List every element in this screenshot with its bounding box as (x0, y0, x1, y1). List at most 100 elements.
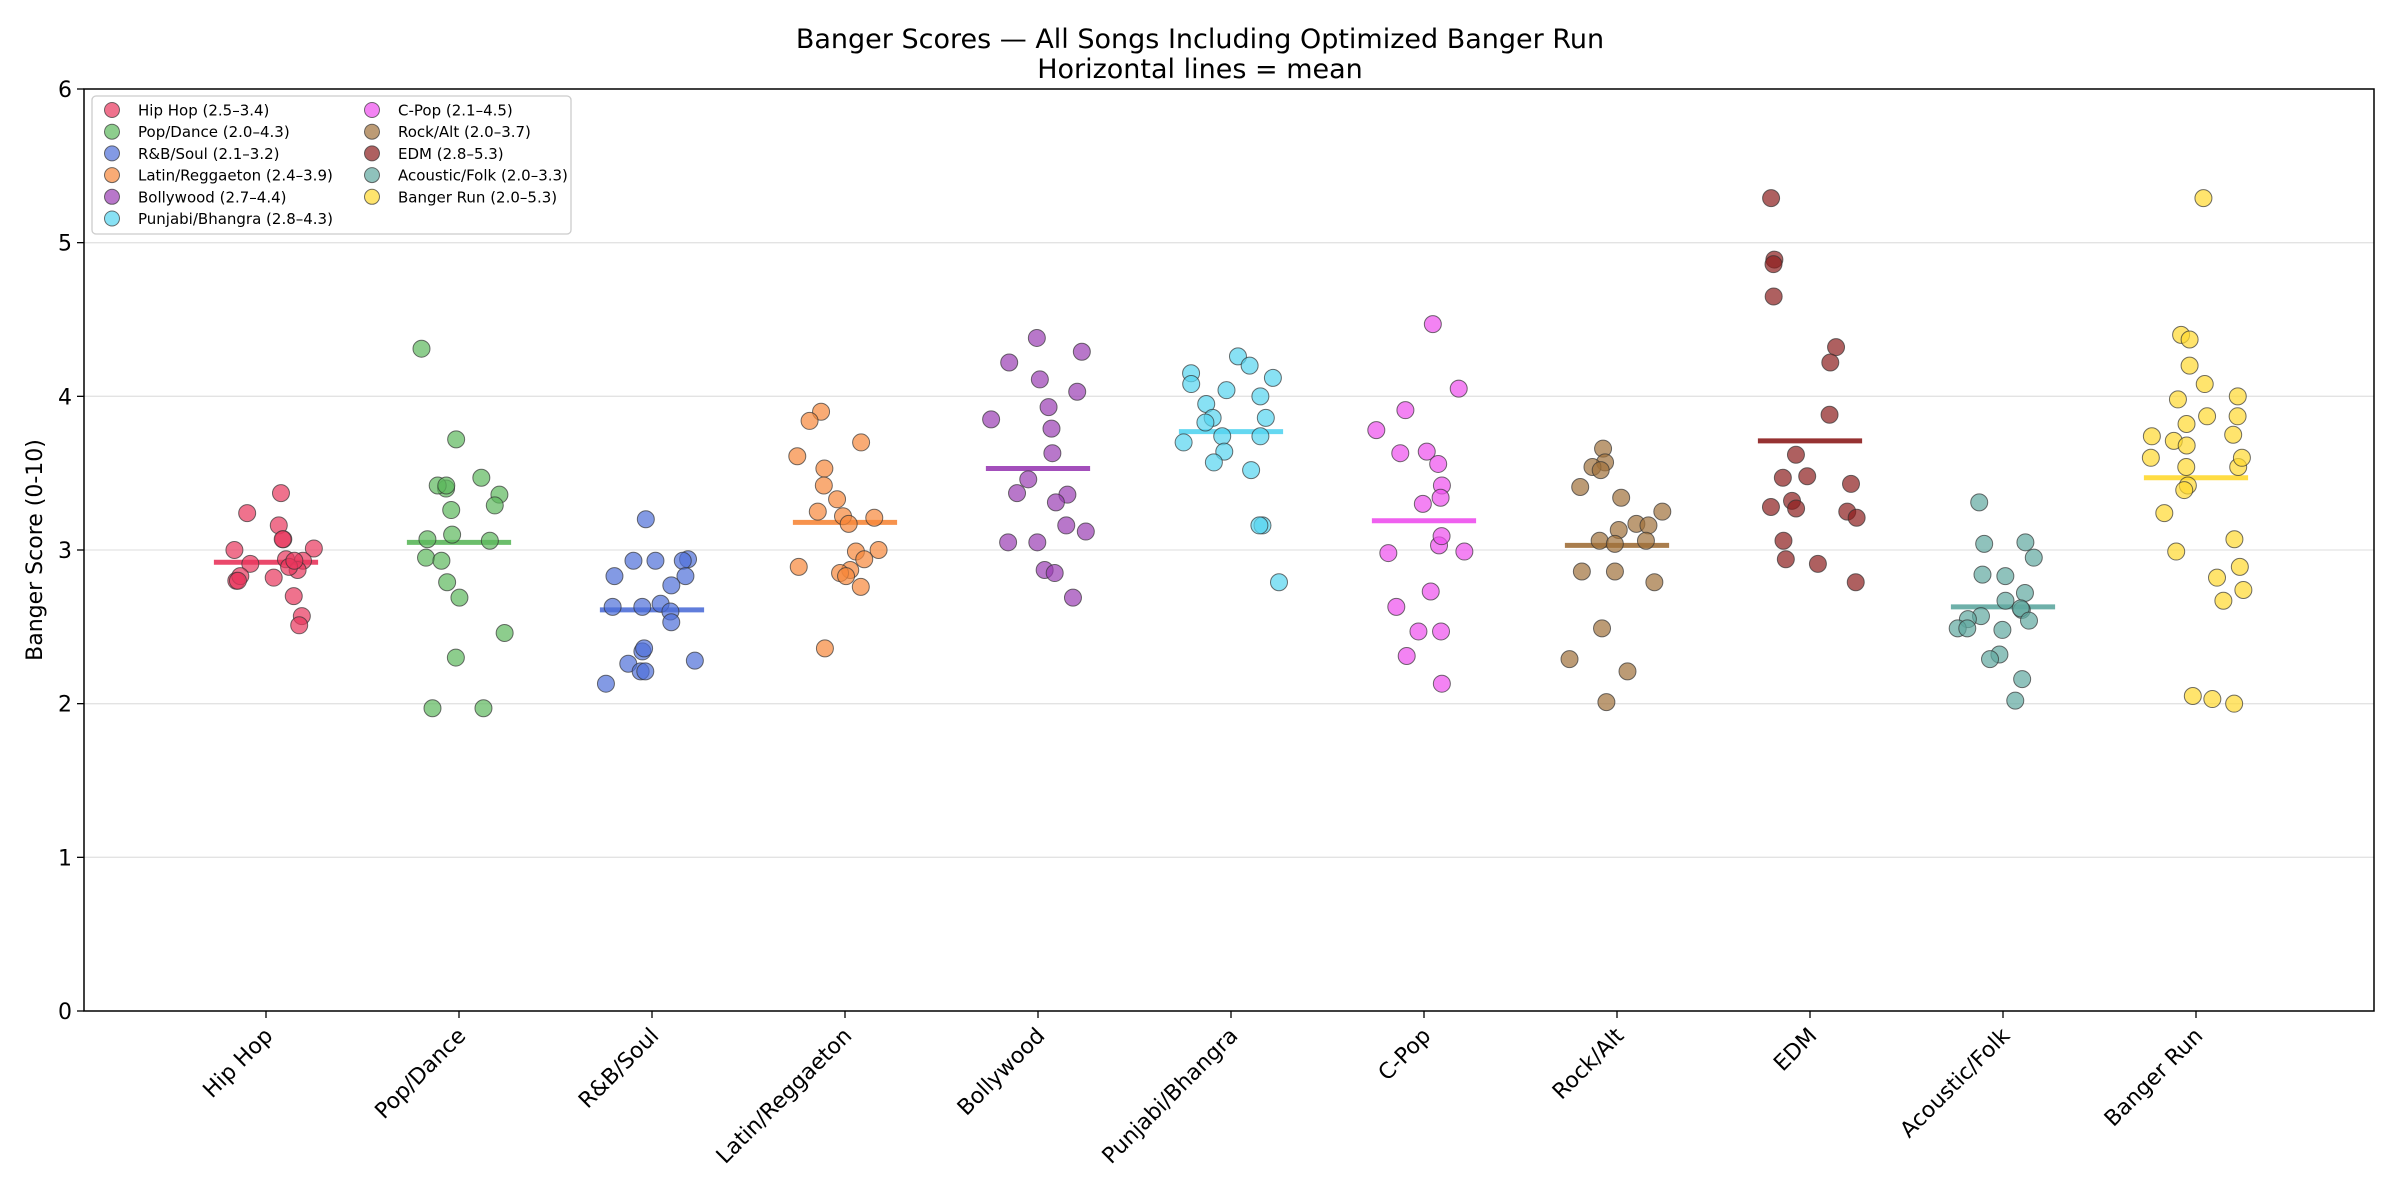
data-point (2175, 481, 2194, 500)
chart-title: Banger Scores — All Songs Including Opti… (796, 24, 1604, 55)
data-point (1639, 516, 1658, 535)
data-point (1432, 674, 1451, 693)
data-point (789, 557, 808, 576)
y-tick-label: 2 (58, 693, 72, 718)
data-point (2208, 568, 2227, 587)
data-point (1593, 619, 1612, 638)
data-point (1423, 315, 1442, 334)
data-point (814, 476, 833, 495)
data-point (1030, 370, 1049, 389)
data-point (999, 533, 1018, 552)
data-point (1432, 622, 1451, 641)
y-axis-label: Banger Score (0-10) (23, 439, 48, 661)
data-point (2203, 690, 2222, 709)
legend-box (91, 95, 572, 235)
data-point (437, 476, 456, 495)
data-point (633, 597, 652, 616)
legend-label: C-Pop (2.1–4.5) (398, 102, 513, 120)
data-point (800, 411, 819, 430)
data-point (1993, 620, 2012, 639)
data-point (443, 525, 462, 544)
legend-marker (364, 167, 380, 184)
data-point (673, 551, 692, 570)
data-point (1068, 382, 1087, 401)
data-point (264, 568, 283, 587)
data-point (1413, 494, 1432, 513)
data-point (1996, 591, 2015, 610)
data-point (2011, 599, 2030, 618)
data-point (1787, 499, 1806, 518)
data-point (1039, 398, 1058, 417)
x-axis: Hip Hop Pop/Dance R&B/Soul Latin/Reggaeton B… (199, 1011, 2208, 1170)
data-point (646, 551, 665, 570)
data-point (1764, 255, 1783, 274)
data-point (808, 502, 827, 521)
x-tick-label: EDM (1769, 1024, 1822, 1077)
data-point (624, 551, 643, 570)
data-point (2019, 611, 2038, 630)
data-point (1605, 562, 1624, 581)
x-tick-label: Latin/Reggaeton (712, 1024, 857, 1169)
data-point (1396, 401, 1415, 420)
data-point (603, 597, 622, 616)
data-point (636, 510, 655, 529)
data-point (1571, 477, 1590, 496)
data-point (1397, 647, 1416, 666)
data-point (417, 548, 436, 567)
data-point (605, 567, 624, 586)
data-point (2225, 694, 2244, 713)
data-point (1076, 522, 1095, 541)
data-point (2006, 691, 2025, 710)
data-point (1213, 427, 1232, 446)
legend-marker (104, 210, 120, 227)
data-point (855, 550, 874, 569)
data-point (225, 541, 244, 559)
legend-label: Pop/Dance (2.0–4.3) (138, 123, 290, 141)
data-point (1057, 516, 1076, 535)
data-point (273, 530, 292, 549)
data-point (1449, 379, 1468, 398)
x-tick-label: Rock/Alt (1548, 1023, 1629, 1104)
data-point (1251, 387, 1270, 406)
data-point (1391, 444, 1410, 463)
data-point (418, 530, 437, 549)
data-point (1217, 381, 1236, 400)
data-point (228, 571, 247, 590)
data-point (1019, 470, 1038, 489)
y-tick-label: 6 (58, 78, 72, 103)
data-point (2142, 427, 2161, 446)
data-point (2180, 330, 2199, 349)
data-point (828, 490, 847, 509)
legend-marker (364, 188, 380, 205)
data-point (1820, 405, 1839, 424)
data-point (815, 639, 834, 658)
data-point (2180, 356, 2199, 375)
data-point (2155, 504, 2174, 523)
x-tick-label: Punjabi/Bhangra (1098, 1024, 1244, 1170)
data-point (865, 508, 884, 527)
legend-marker (364, 102, 380, 118)
data-point (1958, 619, 1977, 638)
legend-label: Latin/Reggaeton (2.4–3.9) (138, 167, 333, 185)
data-point (1605, 534, 1624, 553)
series-hip-hop (213, 484, 323, 635)
data-point (271, 484, 290, 503)
series-c-pop (1367, 315, 1477, 693)
data-point (676, 567, 695, 586)
data-point (2234, 580, 2253, 599)
legend-marker (104, 145, 120, 162)
data-point (2013, 670, 2032, 689)
data-point (1808, 554, 1827, 573)
data-point (1846, 573, 1865, 592)
data-point (2228, 387, 2247, 406)
gridlines (84, 242, 2374, 858)
x-tick-label: R&B/Soul (574, 1024, 664, 1114)
data-point (1597, 693, 1616, 712)
data-point (2177, 458, 2196, 477)
data-point (1572, 562, 1591, 581)
data-point (1821, 353, 1840, 372)
y-axis: 0 1 2 3 4 5 6 (58, 78, 84, 1025)
data-point (1847, 508, 1866, 527)
legend-label: EDM (2.8–5.3) (398, 145, 504, 163)
data-point (438, 573, 457, 592)
